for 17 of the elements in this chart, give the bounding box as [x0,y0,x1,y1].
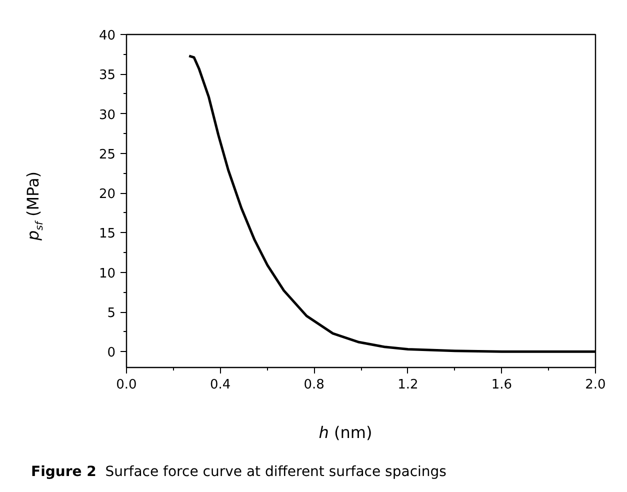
caption: Figure 2 Surface force curve at different surface spacings [31,463,446,482]
x-axis-title: h (nm) [318,422,372,444]
y-tick-label: 25 [98,147,116,162]
y-tick-label: 40 [98,28,116,44]
y-tick-label: 35 [98,68,116,84]
x-tick-label: 2.0 [585,378,606,392]
y-tick-label: 15 [98,226,116,242]
x-tick-label: 0.0 [116,378,137,392]
x-tick-label: 0.4 [210,378,231,392]
x-tick-label: 0.8 [304,378,324,392]
y-tick-label: 5 [107,306,116,321]
y-tick-label: 20 [98,187,116,202]
y-tick-label: 30 [98,108,116,123]
x-tick-label: 1.6 [491,378,512,392]
y-tick-label: 0 [107,346,116,361]
x-tick-label: 1.2 [398,378,418,392]
y-tick-label: 10 [98,266,116,282]
